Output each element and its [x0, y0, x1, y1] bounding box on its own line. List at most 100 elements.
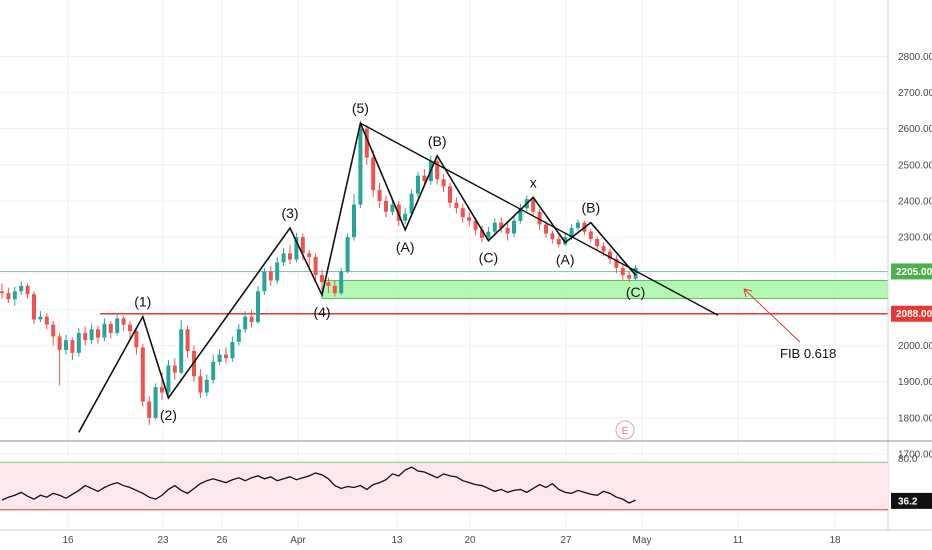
candle-body: [224, 354, 228, 359]
candle-body: [204, 379, 209, 393]
candle-body: [268, 271, 273, 281]
candle-body: [556, 238, 561, 245]
wave-label: (1): [134, 294, 151, 310]
wave-label: (A): [396, 239, 415, 255]
candle-body: [256, 291, 260, 323]
candle-body: [108, 323, 113, 333]
candle-body: [294, 237, 299, 260]
y-tick-label: 2300.00: [898, 233, 932, 244]
candle-body: [236, 329, 241, 342]
descending-trendline: [360, 122, 719, 316]
candle-body: [608, 251, 612, 259]
event-icon[interactable]: E: [622, 426, 629, 437]
rsi-line: [1, 466, 636, 504]
candle-body: [441, 179, 446, 187]
candle-body: [569, 228, 574, 238]
candle-body: [460, 208, 465, 218]
candle-body: [160, 387, 164, 393]
candle-body: [326, 282, 331, 286]
y-tick-label: 1700.00: [898, 450, 932, 461]
candle-body: [467, 217, 472, 221]
y-tick-label: 2700.00: [898, 88, 932, 99]
candle-body: [38, 316, 43, 320]
candle-body: [153, 387, 158, 418]
candle-body: [307, 253, 312, 257]
candle-body: [448, 186, 452, 203]
x-tick-label: 20: [464, 535, 476, 546]
candle-body: [371, 157, 376, 191]
x-tick-label: Apr: [290, 535, 306, 546]
event-circle[interactable]: [615, 420, 635, 440]
candle-body: [25, 285, 30, 295]
candle-body: [550, 233, 555, 239]
fib-annotation: FIB 0.618: [743, 288, 836, 361]
candle-body: [486, 231, 491, 238]
candle-body: [243, 316, 248, 330]
annotation-arrow: [743, 288, 801, 343]
candle-body: [416, 175, 420, 194]
candle-body: [633, 267, 638, 279]
rsi-badge: [891, 492, 932, 509]
candle-body: [614, 258, 619, 268]
y-tick-label: 2500.00: [898, 160, 932, 171]
candle-body: [102, 323, 107, 338]
candle-body: [576, 222, 580, 229]
candle-body: [76, 332, 81, 353]
candle-body: [518, 208, 523, 221]
candle-body: [198, 376, 203, 393]
candle-body: [64, 340, 68, 350]
candle-body: [499, 222, 504, 229]
rsi-tick-label: 80.0: [898, 454, 918, 465]
candle-body: [281, 253, 286, 263]
candle-body: [563, 237, 568, 245]
x-tick-label: 13: [391, 535, 403, 546]
candle-body: [179, 329, 184, 373]
candle-body: [454, 202, 459, 209]
wave-label: x: [530, 174, 537, 190]
x-tick-label: 23: [157, 535, 169, 546]
wave-label: (3): [281, 205, 298, 221]
candle-body: [390, 204, 395, 212]
wave-labels: (1) (2) (3) (4) (5) (A) (B) (C) x (A) (B) (C): [134, 100, 645, 423]
x-tick-label: 18: [829, 535, 841, 546]
y-tick-label: 1800.00: [898, 413, 932, 424]
candle-body: [172, 365, 177, 373]
candle-body: [620, 267, 625, 276]
elliott-wave-path: [78, 120, 637, 433]
candle-body: [422, 175, 427, 182]
y-tick-label: 2000.00: [898, 341, 932, 352]
candle-body: [537, 211, 542, 225]
annotation-text: FIB 0.618: [780, 346, 836, 361]
wave-label: (2): [160, 407, 177, 423]
rsi-band: [0, 462, 888, 510]
time-axis[interactable]: 16 23 26 Apr 13 20 27 May 11 18: [0, 529, 932, 546]
candle-body: [121, 318, 126, 325]
candle-body: [345, 237, 350, 272]
candle-body: [70, 340, 75, 353]
candle-body: [320, 275, 324, 283]
candle-body: [332, 285, 337, 294]
candle-body: [185, 329, 190, 351]
candle-body: [352, 204, 356, 238]
candle-body: [12, 291, 17, 300]
rsi-badge-label: 36.2: [898, 496, 918, 507]
candle-body: [601, 246, 606, 252]
rsi-pane: 36.2: [0, 461, 932, 511]
wave-label: (B): [581, 200, 600, 216]
candle-body: [588, 231, 593, 239]
candle-body: [217, 354, 222, 362]
candle-body: [166, 365, 171, 393]
support-zone: [321, 280, 889, 299]
candle-body: [480, 229, 484, 238]
candle-body: [0, 291, 4, 294]
price-badge-label: 2088.00: [896, 309, 932, 320]
x-tick-label: 27: [560, 535, 572, 546]
wave-label: (5): [352, 100, 369, 116]
y-tick-label: 2400.00: [898, 196, 932, 207]
candle-body: [19, 285, 24, 292]
candle-body: [627, 275, 632, 279]
candle-body: [275, 262, 280, 281]
candlestick-series: [0, 123, 638, 426]
event-marker[interactable]: E: [615, 420, 635, 440]
